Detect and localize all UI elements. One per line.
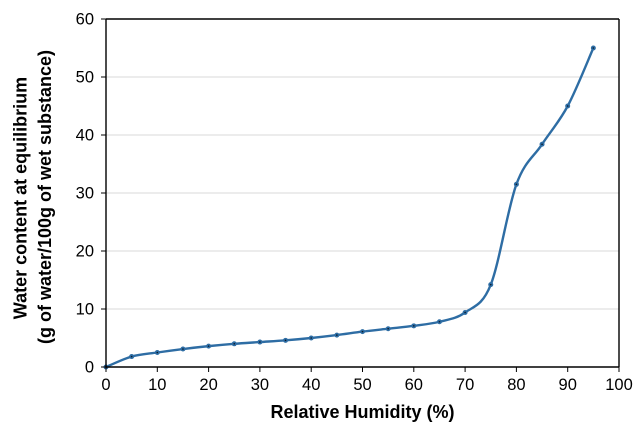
- svg-text:50: 50: [353, 376, 371, 394]
- svg-text:40: 40: [302, 376, 320, 394]
- svg-text:100: 100: [605, 376, 633, 394]
- svg-text:10: 10: [76, 301, 94, 319]
- svg-text:20: 20: [199, 376, 217, 394]
- svg-text:40: 40: [76, 127, 94, 145]
- svg-text:50: 50: [76, 69, 94, 87]
- svg-text:60: 60: [405, 376, 423, 394]
- svg-text:60: 60: [76, 11, 94, 29]
- svg-text:0: 0: [101, 376, 110, 394]
- svg-text:10: 10: [148, 376, 166, 394]
- svg-text:30: 30: [251, 376, 269, 394]
- svg-text:20: 20: [76, 243, 94, 261]
- svg-text:70: 70: [456, 376, 474, 394]
- svg-text:30: 30: [76, 185, 94, 203]
- svg-text:80: 80: [507, 376, 525, 394]
- svg-text:90: 90: [559, 376, 577, 394]
- svg-text:0: 0: [85, 359, 94, 377]
